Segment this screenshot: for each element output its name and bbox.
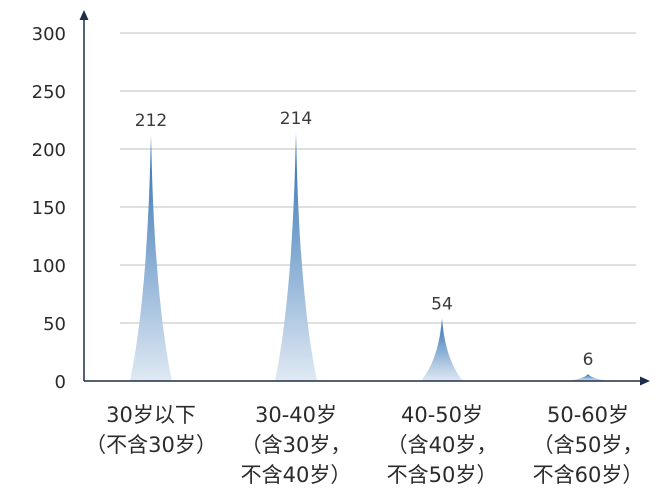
category-label: 30-40岁 （含30岁， 不含40岁） (241, 403, 352, 487)
gridlines (120, 32, 636, 324)
y-tick-label: 150 (32, 198, 66, 219)
bar (567, 374, 609, 381)
axes (79, 10, 650, 386)
y-tick-label: 250 (32, 82, 66, 103)
y-tick-label: 200 (32, 140, 66, 161)
data-label: 214 (280, 109, 312, 129)
category-label-line: （含50岁， (533, 433, 644, 457)
category-label: 50-60岁 （含50岁， 不含60岁） (533, 403, 644, 487)
category-label: 40-50岁 （含40岁， 不含50岁） (387, 403, 498, 487)
bar (130, 135, 172, 381)
category-label-line: 30-40岁 (255, 403, 337, 427)
category-label-line: 30岁以下 (106, 403, 196, 427)
category-label-line: 不含50岁） (387, 463, 498, 487)
category-label-line: 40-50岁 (401, 403, 483, 427)
category-label-line: （不含30岁） (85, 433, 217, 457)
bars (130, 132, 609, 381)
category-label-line: 不含40岁） (241, 463, 352, 487)
bar (275, 132, 317, 381)
category-label-line: （含40岁， (387, 433, 498, 457)
y-tick-label: 100 (32, 256, 66, 277)
y-tick-label: 0 (55, 372, 66, 393)
category-label-line: 50-60岁 (547, 403, 629, 427)
data-label: 6 (583, 350, 594, 370)
category-label-line: （含30岁， (241, 433, 352, 457)
y-tick-label: 50 (43, 314, 66, 335)
data-label: 54 (431, 294, 453, 314)
x-axis-arrow (640, 376, 650, 386)
category-label-line: 不含60岁） (533, 463, 644, 487)
y-tick-label: 300 (32, 24, 66, 45)
bar (421, 318, 463, 381)
y-axis-arrow (79, 10, 89, 20)
category-label: 30岁以下 （不含30岁） (85, 403, 217, 457)
data-label: 212 (135, 111, 167, 131)
